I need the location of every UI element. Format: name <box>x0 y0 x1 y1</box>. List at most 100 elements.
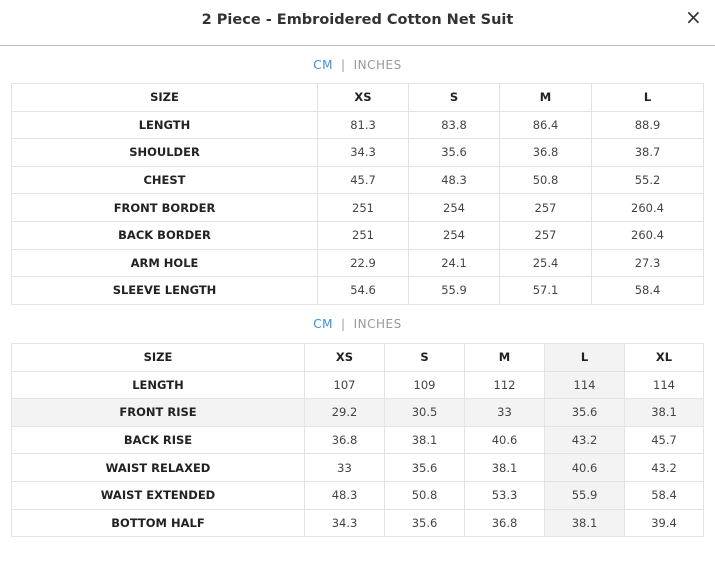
size-header: XL <box>624 343 704 372</box>
measurement-value: 55.9 <box>408 276 500 305</box>
measurement-row: LENGTH 81.3 83.8 86.4 88.9 <box>11 110 704 140</box>
unit-separator: | <box>341 317 346 331</box>
measurement-row: FRONT RISE 29.2 30.5 33 35.6 38.1 <box>11 398 704 427</box>
unit-toggle: CM | INCHES <box>0 58 715 72</box>
measurement-value: 88.9 <box>591 110 704 140</box>
measurement-value: 260.4 <box>591 193 704 222</box>
measurement-name: LENGTH <box>11 370 305 400</box>
measurement-value: 114 <box>624 370 704 400</box>
measurement-value: 55.9 <box>544 480 625 510</box>
measurement-name: WAIST RELAXED <box>11 453 305 482</box>
size-header: M <box>499 83 592 112</box>
measurement-name: WAIST EXTENDED <box>11 480 305 510</box>
measurement-name: BACK RISE <box>11 425 305 455</box>
unit-cm[interactable]: CM <box>313 317 334 331</box>
measurement-value: 38.1 <box>544 508 625 538</box>
measurement-row: BACK BORDER 251 254 257 260.4 <box>11 220 704 250</box>
measurement-name: BOTTOM HALF <box>11 508 305 538</box>
measurement-value: 83.8 <box>408 110 500 140</box>
measurement-value: 40.6 <box>544 453 625 482</box>
measurement-row: BOTTOM HALF 34.3 35.6 36.8 38.1 39.4 <box>11 508 704 538</box>
header-row: SIZE XS S M L XL <box>11 343 704 372</box>
measurement-value: 38.1 <box>464 453 545 482</box>
size-header: XS <box>304 343 385 372</box>
unit-cm[interactable]: CM <box>313 58 334 72</box>
measurement-value: 251 <box>317 193 409 222</box>
header-row: SIZE XS S M L <box>11 83 704 112</box>
measurement-value: 39.4 <box>624 508 704 538</box>
measurement-name: SLEEVE LENGTH <box>11 276 318 305</box>
measurement-value: 254 <box>408 193 500 222</box>
measurement-name: SHOULDER <box>11 138 318 167</box>
measurement-value: 38.1 <box>384 425 465 455</box>
measurement-value: 257 <box>499 193 592 222</box>
measurement-row: WAIST RELAXED 33 35.6 38.1 40.6 43.2 <box>11 453 704 482</box>
measurement-value: 36.8 <box>499 138 592 167</box>
measurement-value: 27.3 <box>591 248 704 278</box>
measurement-row: SHOULDER 34.3 35.6 36.8 38.7 <box>11 138 704 167</box>
size-header: M <box>464 343 545 372</box>
measurement-value: 40.6 <box>464 425 545 455</box>
measurement-row: FRONT BORDER 251 254 257 260.4 <box>11 193 704 222</box>
measurement-value: 33 <box>464 398 545 427</box>
measurement-value: 38.7 <box>591 138 704 167</box>
measurement-value: 86.4 <box>499 110 592 140</box>
measurement-name: FRONT RISE <box>11 398 305 427</box>
measurement-value: 30.5 <box>384 398 465 427</box>
measurement-name: BACK BORDER <box>11 220 318 250</box>
measurement-value: 48.3 <box>408 165 500 195</box>
measurement-row: ARM HOLE 22.9 24.1 25.4 27.3 <box>11 248 704 278</box>
measurement-value: 50.8 <box>499 165 592 195</box>
measurement-value: 57.1 <box>499 276 592 305</box>
measurement-value: 25.4 <box>499 248 592 278</box>
measurement-value: 55.2 <box>591 165 704 195</box>
size-header: XS <box>317 83 409 112</box>
measurement-value: 36.8 <box>464 508 545 538</box>
size-label-header: SIZE <box>11 83 318 112</box>
measurement-value: 34.3 <box>304 508 385 538</box>
measurement-row: CHEST 45.7 48.3 50.8 55.2 <box>11 165 704 195</box>
measurement-value: 29.2 <box>304 398 385 427</box>
size-header: L <box>591 83 704 112</box>
table-body: SIZE XS S M L LENGTH 81.3 83.8 86.4 88.9 SHOULDER 3… <box>11 83 704 305</box>
size-header: L <box>544 343 625 372</box>
measurement-value: 114 <box>544 370 625 400</box>
measurement-value: 24.1 <box>408 248 500 278</box>
measurement-name: FRONT BORDER <box>11 193 318 222</box>
measurement-value: 109 <box>384 370 465 400</box>
measurement-value: 35.6 <box>384 508 465 538</box>
measurement-value: 22.9 <box>317 248 409 278</box>
measurement-value: 34.3 <box>317 138 409 167</box>
table-body: SIZE XS S M L XL LENGTH 107 109 112 114 114 FRONT RI… <box>11 343 704 538</box>
size-header: S <box>384 343 465 372</box>
measurement-value: 260.4 <box>591 220 704 250</box>
modal-header: 2 Piece - Embroidered Cotton Net Suit × <box>0 0 715 46</box>
measurement-value: 38.1 <box>624 398 704 427</box>
measurement-row: SLEEVE LENGTH 54.6 55.9 57.1 58.4 <box>11 276 704 305</box>
measurement-row: BACK RISE 36.8 38.1 40.6 43.2 45.7 <box>11 425 704 455</box>
measurement-name: ARM HOLE <box>11 248 318 278</box>
measurement-value: 81.3 <box>317 110 409 140</box>
measurement-value: 33 <box>304 453 385 482</box>
measurement-value: 50.8 <box>384 480 465 510</box>
measurement-row: LENGTH 107 109 112 114 114 <box>11 370 704 400</box>
close-button[interactable]: × <box>685 5 702 29</box>
modal-title: 2 Piece - Embroidered Cotton Net Suit <box>201 12 514 28</box>
measurement-value: 45.7 <box>317 165 409 195</box>
measurement-value: 43.2 <box>544 425 625 455</box>
size-table: SIZE XS S M L XL LENGTH 107 109 112 114 114 FRONT RI… <box>11 343 704 538</box>
measurement-value: 53.3 <box>464 480 545 510</box>
measurement-name: CHEST <box>11 165 318 195</box>
measurement-value: 112 <box>464 370 545 400</box>
measurement-value: 45.7 <box>624 425 704 455</box>
measurement-row: WAIST EXTENDED 48.3 50.8 53.3 55.9 58.4 <box>11 480 704 510</box>
measurement-value: 35.6 <box>544 398 625 427</box>
measurement-value: 54.6 <box>317 276 409 305</box>
measurement-value: 36.8 <box>304 425 385 455</box>
unit-inches[interactable]: INCHES <box>353 58 402 72</box>
unit-separator: | <box>341 58 346 72</box>
unit-inches[interactable]: INCHES <box>353 317 402 331</box>
measurement-name: LENGTH <box>11 110 318 140</box>
measurement-value: 35.6 <box>384 453 465 482</box>
